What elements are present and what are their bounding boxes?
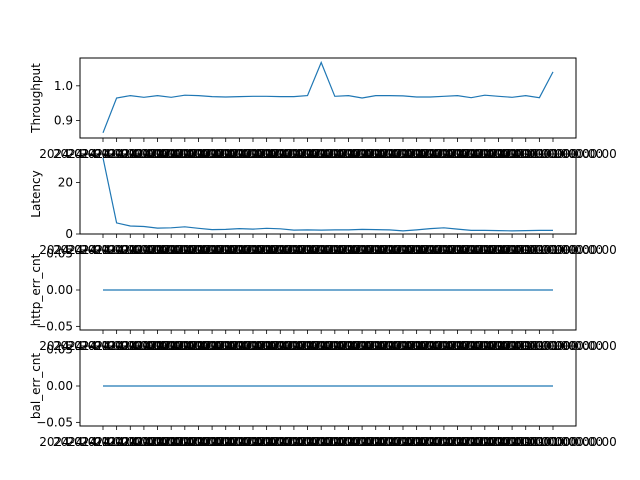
bal-err-cnt-ytick-label: −0.05 [36, 415, 73, 429]
bal-err-cnt-xtick-label: 2024-01-01 00:00:00 [394, 435, 521, 449]
bal-err-cnt-ytick-label: 0.00 [46, 379, 73, 393]
latency-axes-frame [79, 153, 577, 235]
bal-err-cnt-xtick-label: 2024-01-01 00:00:00 [121, 435, 248, 449]
http-err-cnt-ytick-label: 0.00 [46, 283, 73, 297]
bal-err-cnt-xtick-label: 2024-01-01 00:00:00 [271, 435, 398, 449]
bal-err-cnt-xtick-label: 2024-01-01 00:00:00 [148, 435, 275, 449]
bal-err-cnt-xtick-label: 2024-01-01 00:00:00 [203, 435, 330, 449]
bal-err-cnt-xtick-label: 2024-01-01 00:00:00 [257, 435, 384, 449]
bal-err-cnt-xtick-label: 2024-01-01 00:00:00 [67, 435, 194, 449]
bal-err-cnt-xtick-label: 2024-01-01 00:00:00 [244, 435, 371, 449]
http-err-cnt-ytick-label: −0.05 [36, 319, 73, 333]
throughput-ytick-label: 1.0 [54, 79, 73, 93]
bal-err-cnt-xtick-label: 2024-01-01 00:00:00 [230, 435, 357, 449]
bal-err-cnt-xtick-label: 2024-01-01 00:00:00 [489, 435, 616, 449]
bal-err-cnt-xtick-label: 2024-01-01 00:00:00 [217, 435, 344, 449]
bal-err-cnt-xtick-label: 2024-01-01 00:00:00 [312, 435, 439, 449]
bal-err-cnt-xtick-label: 2024-01-01 00:00:00 [353, 435, 480, 449]
bal-err-cnt-ylabel: bal_err_cnt [29, 353, 43, 420]
throughput-axes-frame [79, 57, 577, 139]
latency-ylabel: Latency [29, 170, 43, 217]
bal-err-cnt-xtick-label: 2024-01-01 00:00:00 [94, 435, 221, 449]
bal-err-cnt-xtick-label: 2024-01-01 00:00:00 [285, 435, 412, 449]
latency-ytick-label: 0 [65, 227, 73, 241]
bal-err-cnt-xtick-label: 2024-01-01 00:00:00 [53, 435, 180, 449]
bal-err-cnt-xtick-label: 2024-01-01 00:00:00 [435, 435, 562, 449]
bal-err-cnt-xtick-label: 2024-01-01 00:00:00 [462, 435, 589, 449]
bal-err-cnt-xtick-label: 2024-01-01 00:00:00 [476, 435, 603, 449]
bal-err-cnt-xtick-label: 2024-01-01 00:00:00 [176, 435, 303, 449]
latency-series-line [102, 157, 553, 232]
bal-err-cnt-xtick-label: 2024-01-01 00:00:00 [162, 435, 289, 449]
bal-err-cnt-xtick-label: 2024-01-01 00:00:00 [380, 435, 507, 449]
bal-err-cnt-xtick-label: 2024-01-01 00:00:00 [135, 435, 262, 449]
bal-err-cnt-xtick-label: 2024-01-01 00:00:00 [367, 435, 494, 449]
http-err-cnt-ytick-label: 0.05 [46, 247, 73, 261]
bal-err-cnt-xtick-label: 2024-01-01 00:00:00 [448, 435, 575, 449]
latency-ytick-label: 20 [58, 175, 73, 189]
bal-err-cnt-ytick-label: 0.05 [46, 343, 73, 357]
bal-err-cnt-xtick-label: 2024-01-01 00:00:00 [107, 435, 234, 449]
bal-err-cnt-xtick-label: 2024-01-01 00:00:00 [39, 435, 166, 449]
bal-err-cnt-xtick-label: 2024-01-01 00:00:00 [326, 435, 453, 449]
bal-err-cnt-xtick-label: 2024-01-01 00:00:00 [80, 435, 207, 449]
bal-err-cnt-xtick-label: 2024-01-01 00:00:00 [298, 435, 425, 449]
bal-err-cnt-xtick-label: 2024-01-01 00:00:00 [421, 435, 548, 449]
bal-err-cnt-xtick-label: 2024-01-01 00:00:00 [407, 435, 534, 449]
bal-err-cnt-xtick-label: 2024-01-01 00:00:00 [339, 435, 466, 449]
http-err-cnt-ylabel: http_err_cnt [29, 253, 43, 326]
throughput-ytick-label: 0.9 [54, 114, 73, 128]
bal-err-cnt-xtick-label: 2024-01-01 00:00:00 [189, 435, 316, 449]
throughput-series-line [102, 60, 554, 134]
throughput-ylabel: Throughput [29, 63, 43, 134]
